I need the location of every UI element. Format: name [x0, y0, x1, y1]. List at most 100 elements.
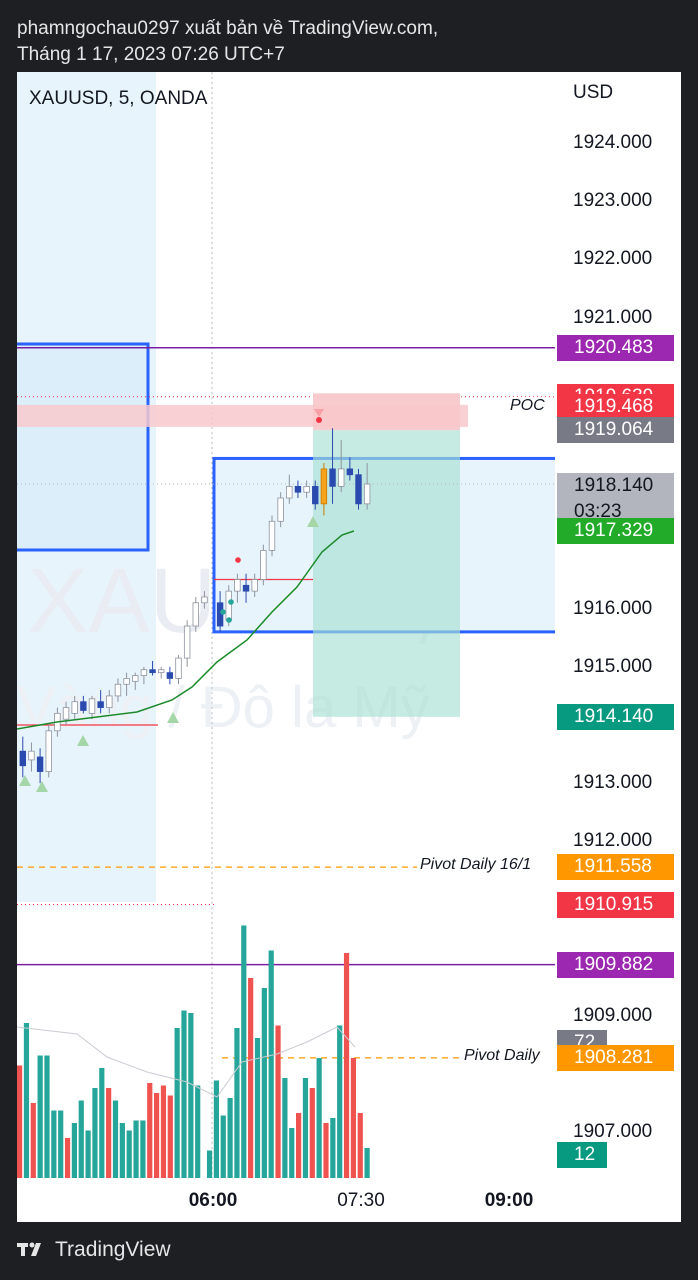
- volume-bar: [154, 1093, 160, 1178]
- time-tick-label: 09:00: [484, 1190, 534, 1211]
- pivot-daily-16-label: Pivot Daily 16/1: [417, 856, 535, 874]
- order-block-left: [17, 342, 150, 552]
- volume-bar: [275, 1025, 281, 1178]
- price-tick-label: 1912.000: [573, 830, 653, 852]
- volume-bar: [78, 1100, 84, 1178]
- buy-signal-icon: [36, 781, 48, 792]
- price-tick-label: 1923.000: [573, 190, 653, 212]
- candle-body: [286, 485, 293, 499]
- currency-label[interactable]: USD: [573, 82, 614, 103]
- candle-body: [140, 669, 148, 676]
- candle-body: [277, 497, 284, 522]
- stop-loss-zone: [313, 393, 460, 431]
- candle-body: [175, 657, 182, 679]
- volume-bar: [64, 1138, 71, 1178]
- candle-body: [114, 683, 122, 697]
- price-badge: 1919.468: [557, 393, 674, 420]
- candle-body: [355, 474, 362, 505]
- price-badge: 1911.558: [557, 854, 674, 881]
- candle-body: [337, 468, 345, 487]
- price-badge: 1919.064: [557, 417, 674, 444]
- tradingview-brand: TradingView: [55, 1238, 171, 1261]
- time-tick-label: 06:00: [188, 1190, 238, 1211]
- price-tick-label: 1909.000: [573, 1005, 653, 1026]
- candle-body: [303, 485, 310, 493]
- price-badge: 1914.140: [557, 703, 674, 730]
- price-badge: 1910.915: [557, 891, 674, 918]
- tradingview-footer[interactable]: TradingView: [17, 1238, 171, 1262]
- volume-bar: [343, 953, 350, 1178]
- volume-bar: [227, 1098, 233, 1178]
- candle-body: [123, 678, 130, 685]
- volume-bar: [106, 1088, 112, 1178]
- candle-body: [45, 730, 52, 772]
- volume-bar: [112, 1100, 119, 1178]
- candle-body: [97, 701, 104, 708]
- volume-bar: [357, 1113, 363, 1178]
- volume-bar: [323, 1123, 329, 1178]
- volume-bar: [119, 1123, 125, 1178]
- volume-bar: [248, 978, 254, 1178]
- tradingview-logo-icon: [17, 1242, 41, 1256]
- candle-body: [192, 602, 199, 627]
- volume-bar: [85, 1130, 91, 1178]
- buy-signal-icon: [19, 775, 31, 786]
- volume-bar: [241, 925, 247, 1178]
- volume-bar: [188, 1013, 194, 1178]
- volume-bar: [167, 1095, 173, 1178]
- candle-body: [183, 625, 191, 659]
- volume-bar: [71, 1123, 77, 1178]
- volume-bar: [330, 1118, 336, 1178]
- volume-bar: [133, 1120, 139, 1178]
- price-badge: 1918.140: [557, 473, 674, 499]
- price-tick-label: 1924.000: [573, 132, 653, 153]
- volume-bar: [289, 1128, 295, 1178]
- volume-bar: [174, 1028, 180, 1178]
- price-tick-label: 1915.000: [573, 655, 653, 677]
- candle-body: [234, 579, 241, 592]
- volume-bar: [302, 1078, 309, 1178]
- take-profit-zone: [313, 430, 460, 717]
- buy-signal-icon: [167, 712, 179, 723]
- volume-bar: [17, 1065, 23, 1178]
- volume-bar: [268, 950, 274, 1178]
- signal-dot: [235, 557, 241, 563]
- candle-body: [201, 596, 208, 604]
- buy-signal-icon: [77, 735, 89, 746]
- volume-bar: [220, 1115, 226, 1178]
- poc-label: POC: [507, 397, 548, 415]
- volume-bar: [337, 1025, 343, 1178]
- price-badge: 1920.483: [557, 334, 674, 361]
- symbol-label[interactable]: XAUUSD, 5, OANDA: [29, 88, 208, 109]
- volume-ma: [17, 1026, 356, 1098]
- volume-bar: [181, 1010, 187, 1178]
- candle-body: [28, 750, 35, 761]
- publisher-header: phamngochau0297 xuất bản về TradingView.…: [17, 16, 438, 68]
- price-tick-label: 1907.000: [573, 1121, 653, 1143]
- candle-body: [363, 483, 371, 505]
- volume-bar: [126, 1130, 132, 1178]
- candle-body: [36, 756, 44, 772]
- price-badge: 1908.281: [557, 1044, 674, 1071]
- volume-bar: [51, 1110, 57, 1178]
- volume-bar: [140, 1120, 146, 1178]
- volume-bar: [234, 1028, 240, 1178]
- volume-bar: [316, 1058, 322, 1178]
- volume-bar: [92, 1088, 98, 1178]
- candle-body: [294, 485, 302, 493]
- candle-body: [268, 520, 276, 551]
- chart-frame[interactable]: XAUUSD, 5Vàng / Đô la Mỹ XAUUSD, 5, OAND…: [17, 72, 681, 1222]
- signal-dot: [228, 599, 234, 605]
- candle-body: [19, 750, 26, 767]
- chart-svg[interactable]: XAUUSD, 5Vàng / Đô la Mỹ: [17, 72, 681, 1222]
- price-badge: 12: [557, 1142, 607, 1168]
- volume-bar: [44, 1055, 50, 1178]
- candle-body: [346, 468, 354, 476]
- candle-body: [260, 549, 267, 580]
- publisher-line: phamngochau0297 xuất bản về TradingView.…: [17, 18, 439, 39]
- ema-line: [17, 530, 355, 730]
- volume-bar: [37, 1055, 43, 1178]
- signal-dot: [220, 609, 226, 615]
- volume-bar: [213, 1080, 219, 1178]
- candle-body: [329, 468, 336, 487]
